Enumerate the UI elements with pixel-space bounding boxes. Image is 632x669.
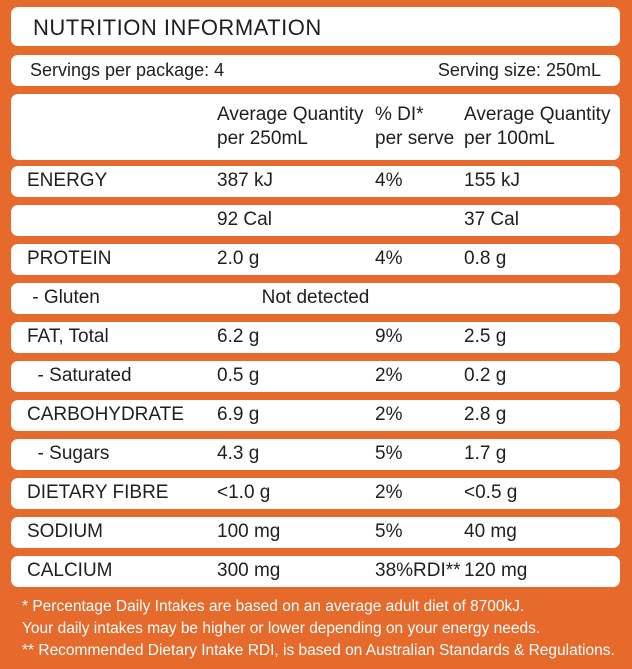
page-title: NUTRITION INFORMATION: [33, 15, 322, 40]
per-serve-value: 92 Cal: [217, 209, 272, 230]
row-label: - Sugars: [27, 443, 110, 464]
header-per-100ml-line2: per 100mL: [464, 128, 555, 149]
servings-per-package: Servings per package: 4: [30, 60, 225, 80]
per-100ml-value: 2.5 g: [464, 326, 507, 347]
per-serve-value: 0.5 g: [217, 365, 260, 386]
daily-intake-value: 9%: [375, 326, 403, 347]
per-100ml-value: <0.5 g: [464, 482, 518, 503]
per-serve-value: 100 mg: [217, 521, 281, 542]
per-serve-value: 4.3 g: [217, 443, 260, 464]
table-row-gluten: - Gluten Not detected: [11, 283, 620, 314]
table-row-sugars: - Sugars 4.3 g 5% 1.7 g: [11, 439, 620, 470]
table-row-saturated: - Saturated 0.5 g 2% 0.2 g: [11, 361, 620, 392]
footnote-rdi: ** Recommended Dietary Intake RDI, is ba…: [22, 642, 615, 659]
table-row-energy-cal: 92 Cal 37 Cal: [11, 205, 620, 236]
daily-intake-value: 4%: [375, 248, 403, 269]
row-label: ENERGY: [27, 170, 108, 191]
footnotes: * Percentage Daily Intakes are based on …: [22, 596, 615, 662]
header-di-line1: % DI*: [375, 104, 424, 125]
header-di-line2: per serve: [375, 128, 455, 149]
daily-intake-value: 5%: [375, 521, 403, 542]
header-di-per-serve: % DI* per serve: [375, 103, 454, 151]
table-row-energy-kj: ENERGY 387 kJ 4% 155 kJ: [11, 166, 620, 197]
column-header-panel: Average Quantity per 250mL % DI* per ser…: [11, 94, 620, 160]
table-row-sodium: SODIUM 100 mg 5% 40 mg: [11, 517, 620, 548]
per-100ml-value: 2.8 g: [464, 404, 507, 425]
footnote-di: * Percentage Daily Intakes are based on …: [22, 598, 525, 615]
row-label: SODIUM: [27, 521, 103, 542]
daily-intake-value: 4%: [375, 170, 403, 191]
title-panel: NUTRITION INFORMATION: [11, 7, 620, 46]
row-label: CALCIUM: [27, 560, 113, 581]
per-100ml-value: 155 kJ: [464, 170, 520, 191]
row-label: - Gluten: [27, 287, 100, 308]
row-label: PROTEIN: [27, 248, 112, 269]
footnote-energy-needs: Your daily intakes may be higher or lowe…: [22, 620, 541, 637]
row-label: CARBOHYDRATE: [27, 404, 184, 425]
daily-intake-value: 2%: [375, 404, 403, 425]
per-100ml-value: 40 mg: [464, 521, 517, 542]
row-label: FAT, Total: [27, 326, 109, 347]
per-serve-value: 300 mg: [217, 560, 281, 581]
header-per-100ml-line1: Average Quantity: [464, 104, 611, 125]
per-100ml-value: 37 Cal: [464, 209, 519, 230]
table-row-carbohydrate: CARBOHYDRATE 6.9 g 2% 2.8 g: [11, 400, 620, 431]
row-label: DIETARY FIBRE: [27, 482, 169, 503]
header-per-250ml-line1: Average Quantity: [217, 104, 364, 125]
servings-panel: Servings per package: 4 Serving size: 25…: [11, 55, 620, 86]
daily-intake-value: 2%: [375, 365, 403, 386]
per-serve-value: 2.0 g: [217, 248, 260, 269]
per-serve-value: <1.0 g: [217, 482, 271, 503]
table-row-fat-total: FAT, Total 6.2 g 9% 2.5 g: [11, 322, 620, 353]
header-per-250ml: Average Quantity per 250mL: [217, 103, 363, 151]
daily-intake-value: 5%: [375, 443, 403, 464]
row-label: - Saturated: [27, 365, 132, 386]
daily-intake-value: 38%RDI**: [375, 560, 461, 581]
serving-size: Serving size: 250mL: [437, 60, 601, 80]
per-serve-value: 6.9 g: [217, 404, 260, 425]
per-100ml-value: 1.7 g: [464, 443, 507, 464]
per-serve-value: 387 kJ: [217, 170, 273, 191]
header-per-250ml-line2: per 250mL: [217, 128, 308, 149]
per-100ml-value: 120 mg: [464, 560, 528, 581]
table-row-protein: PROTEIN 2.0 g 4% 0.8 g: [11, 244, 620, 275]
table-row-calcium: CALCIUM 300 mg 38%RDI** 120 mg: [11, 556, 620, 587]
daily-intake-value: 2%: [375, 482, 403, 503]
not-detected-value: Not detected: [261, 287, 370, 308]
per-100ml-value: 0.2 g: [464, 365, 507, 386]
header-per-100ml: Average Quantity per 100mL: [464, 103, 610, 151]
per-serve-value: 6.2 g: [217, 326, 260, 347]
per-100ml-value: 0.8 g: [464, 248, 507, 269]
table-row-dietary-fibre: DIETARY FIBRE <1.0 g 2% <0.5 g: [11, 478, 620, 509]
